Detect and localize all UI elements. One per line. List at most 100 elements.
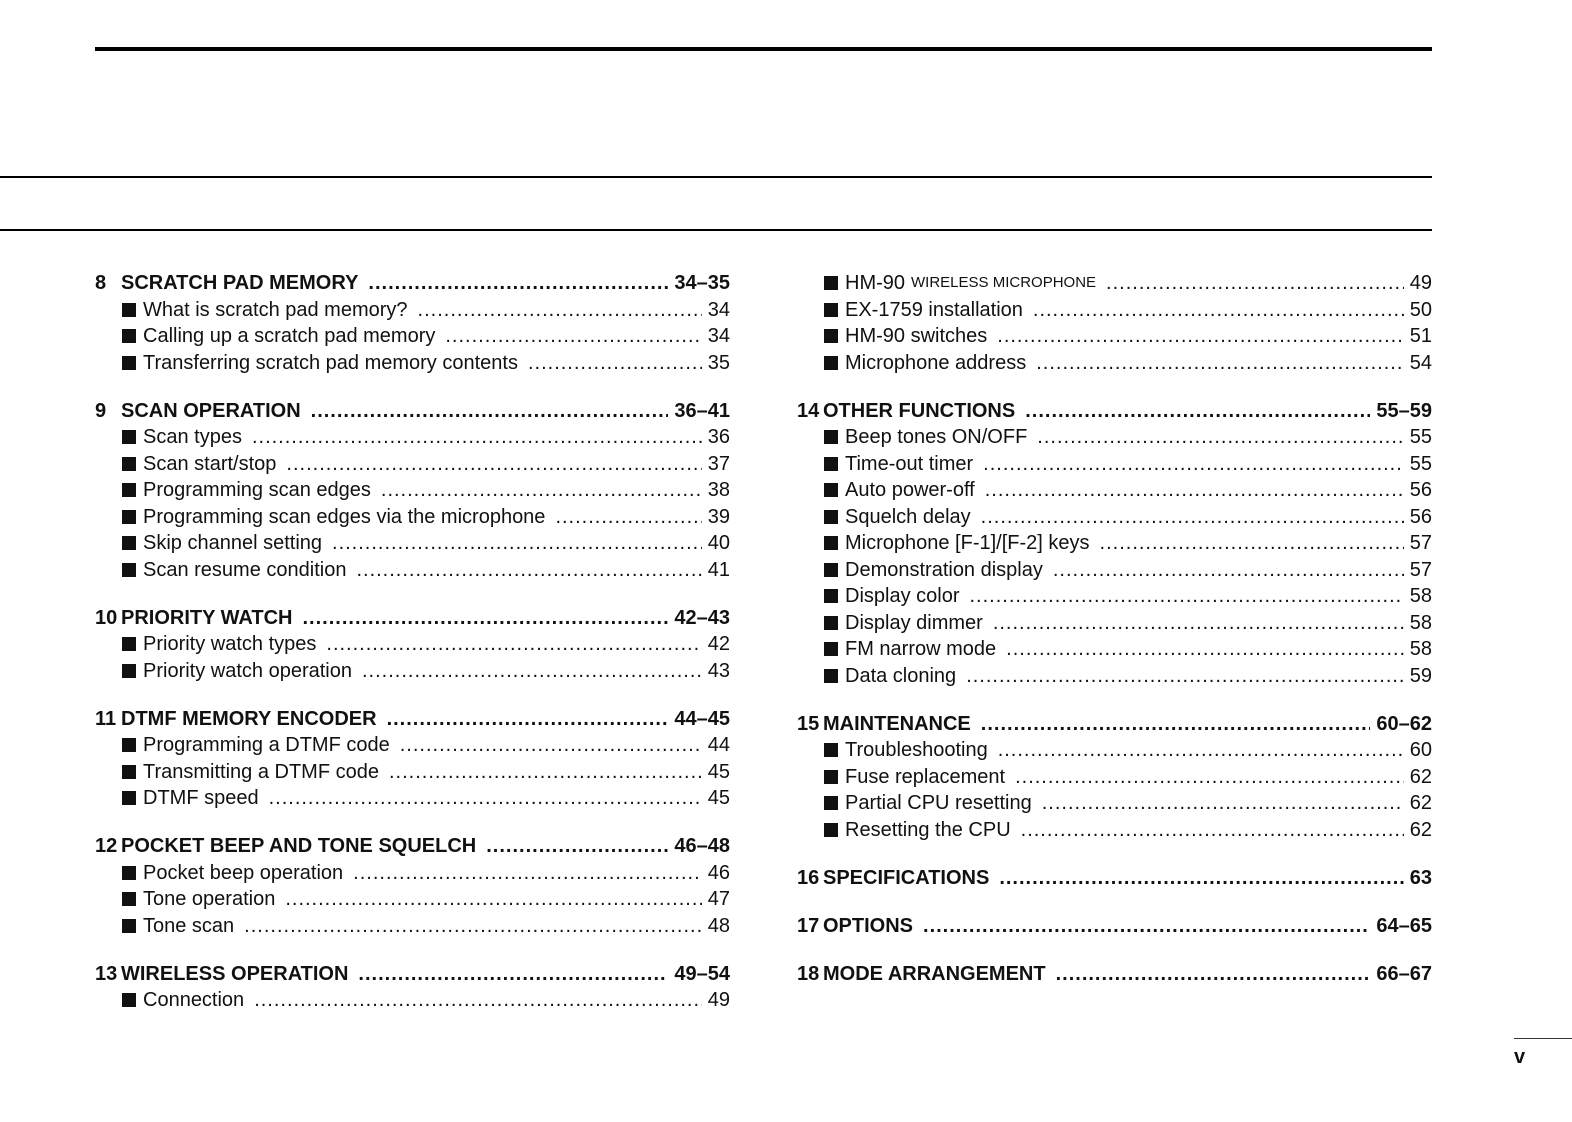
square-bullet-icon	[824, 743, 838, 758]
toc-entry[interactable]: Priority watch operation 43	[95, 658, 730, 685]
page-ref: 59	[1409, 664, 1432, 687]
dot-leader	[254, 987, 702, 1014]
toc-entry[interactable]: Beep tones ON/OFF 55	[797, 424, 1432, 451]
toc-entry[interactable]: Display dimmer 58	[797, 610, 1432, 637]
square-bullet-icon	[824, 822, 838, 837]
entry-title: SCAN OPERATION	[121, 399, 301, 422]
entry-title: EX-1759 installation	[845, 298, 1023, 321]
toc-section-heading[interactable]: 8 SCRATCH PAD MEMORY 34–35	[95, 270, 730, 297]
toc-entry[interactable]: Connection 49	[95, 987, 730, 1014]
toc-section-heading[interactable]: 9 SCAN OPERATION 36–41	[95, 398, 730, 425]
toc-entry[interactable]: Scan start/stop 37	[95, 451, 730, 478]
dot-leader	[1033, 297, 1404, 324]
toc-entry[interactable]: Transmitting a DTMF code 45	[95, 759, 730, 786]
entry-title: Auto power-off	[845, 479, 975, 501]
toc-entry[interactable]: Scan resume condition 41	[95, 557, 730, 584]
toc-entry[interactable]: HM-90 WIRELESS MICROPHONE 49	[797, 270, 1432, 297]
toc-entry[interactable]: Resetting the CPU 62	[797, 817, 1432, 844]
toc-entry[interactable]: Tone scan 48	[95, 913, 730, 940]
page-ref: 46–48	[674, 835, 730, 857]
toc-entry[interactable]: Programming a DTMF code 44	[95, 732, 730, 759]
toc-entry[interactable]: Partial CPU resetting 62	[797, 790, 1432, 817]
entry-title: Scan types	[143, 426, 242, 448]
toc-entry[interactable]: DTMF speed 45	[95, 785, 730, 812]
square-bullet-icon	[824, 509, 838, 524]
square-bullet-icon	[122, 430, 136, 445]
page-ref: 54	[1409, 351, 1432, 374]
entry-title: Transferring scratch pad memory contents	[143, 351, 518, 374]
dot-leader	[1036, 350, 1404, 377]
dot-leader	[311, 398, 669, 425]
toc-entry[interactable]: What is scratch pad memory? 34	[95, 297, 730, 324]
dot-leader	[998, 737, 1404, 764]
toc-entry[interactable]: Programming scan edges via the microphon…	[95, 504, 730, 531]
square-bullet-icon	[824, 589, 838, 604]
section-number: 12	[95, 835, 118, 857]
dot-leader	[1053, 557, 1404, 584]
toc-entry[interactable]: Auto power-off 56	[797, 477, 1432, 504]
square-bullet-icon	[122, 456, 136, 471]
toc-entry[interactable]: Squelch delay 56	[797, 504, 1432, 531]
toc-entry[interactable]: Tone operation 47	[95, 886, 730, 913]
toc-entry[interactable]: Pocket beep operation 46	[95, 860, 730, 887]
toc-entry[interactable]: Troubleshooting 60	[797, 737, 1432, 764]
toc-entry[interactable]: HM-90 switches 51	[797, 323, 1432, 350]
section-number: 15	[797, 712, 820, 735]
page-ref: 56	[1409, 479, 1432, 501]
page-ref: 66–67	[1376, 962, 1432, 985]
section-number: 9	[95, 399, 107, 422]
dot-leader	[1015, 764, 1404, 791]
entry-title: DTMF MEMORY ENCODER	[121, 707, 377, 730]
square-bullet-icon	[824, 668, 838, 683]
entry-title: Data cloning	[845, 664, 957, 687]
toc-column-right: HM-90 WIRELESS MICROPHONE 49 EX-1759 instal…	[797, 270, 1432, 987]
toc-entry[interactable]: Data cloning 59	[797, 663, 1432, 690]
toc-entry[interactable]: Scan types 36	[95, 424, 730, 451]
entry-title: Microphone [F-1]/[F-2] keys	[845, 532, 1090, 554]
page-ref: 37	[707, 452, 730, 475]
page-ref: 62	[1409, 792, 1432, 814]
toc-entry[interactable]: FM narrow mode 58	[797, 636, 1432, 663]
page-ref: 47	[707, 888, 730, 910]
page-ref: 57	[1409, 532, 1432, 554]
toc-entry[interactable]: Programming scan edges 38	[95, 477, 730, 504]
toc-entry[interactable]: Microphone [F-1]/[F-2] keys 57	[797, 530, 1432, 557]
entry-title: Tone scan	[143, 914, 235, 937]
page-ref: 58	[1409, 585, 1432, 607]
toc-entry[interactable]: Fuse replacement 62	[797, 764, 1432, 791]
header-rule-lower	[0, 229, 1432, 231]
toc-entry[interactable]: Skip channel setting 40	[95, 530, 730, 557]
page-ref: 44	[707, 734, 730, 756]
toc-entry[interactable]: Transferring scratch pad memory contents…	[95, 350, 730, 377]
page-ref: 43	[707, 659, 730, 682]
square-bullet-icon	[122, 536, 136, 551]
toc-entry[interactable]: EX-1759 installation 50	[797, 297, 1432, 324]
toc-entry[interactable]: Priority watch types 42	[95, 631, 730, 658]
toc-entry[interactable]: Demonstration display 57	[797, 557, 1432, 584]
dot-leader	[326, 631, 701, 658]
page-ref: 49–54	[674, 962, 730, 985]
toc-entry[interactable]: Display color 58	[797, 583, 1432, 610]
entry-title: Scan resume condition	[143, 558, 347, 581]
page-ref: 50	[1409, 298, 1432, 321]
dot-leader	[1025, 398, 1370, 425]
toc-entry[interactable]: Calling up a scratch pad memory 34	[95, 323, 730, 350]
page-ref: 49	[707, 989, 730, 1011]
dot-leader	[400, 732, 702, 759]
toc-entry[interactable]: Time-out timer 55	[797, 451, 1432, 478]
entry-title: SCRATCH PAD MEMORY	[121, 272, 359, 294]
page-ref: 45	[707, 760, 730, 783]
dot-leader	[269, 785, 702, 812]
page-ref: 44–45	[674, 707, 730, 730]
toc-entry[interactable]: Microphone address 54	[797, 350, 1432, 377]
entry-title: Fuse replacement	[845, 765, 1006, 788]
